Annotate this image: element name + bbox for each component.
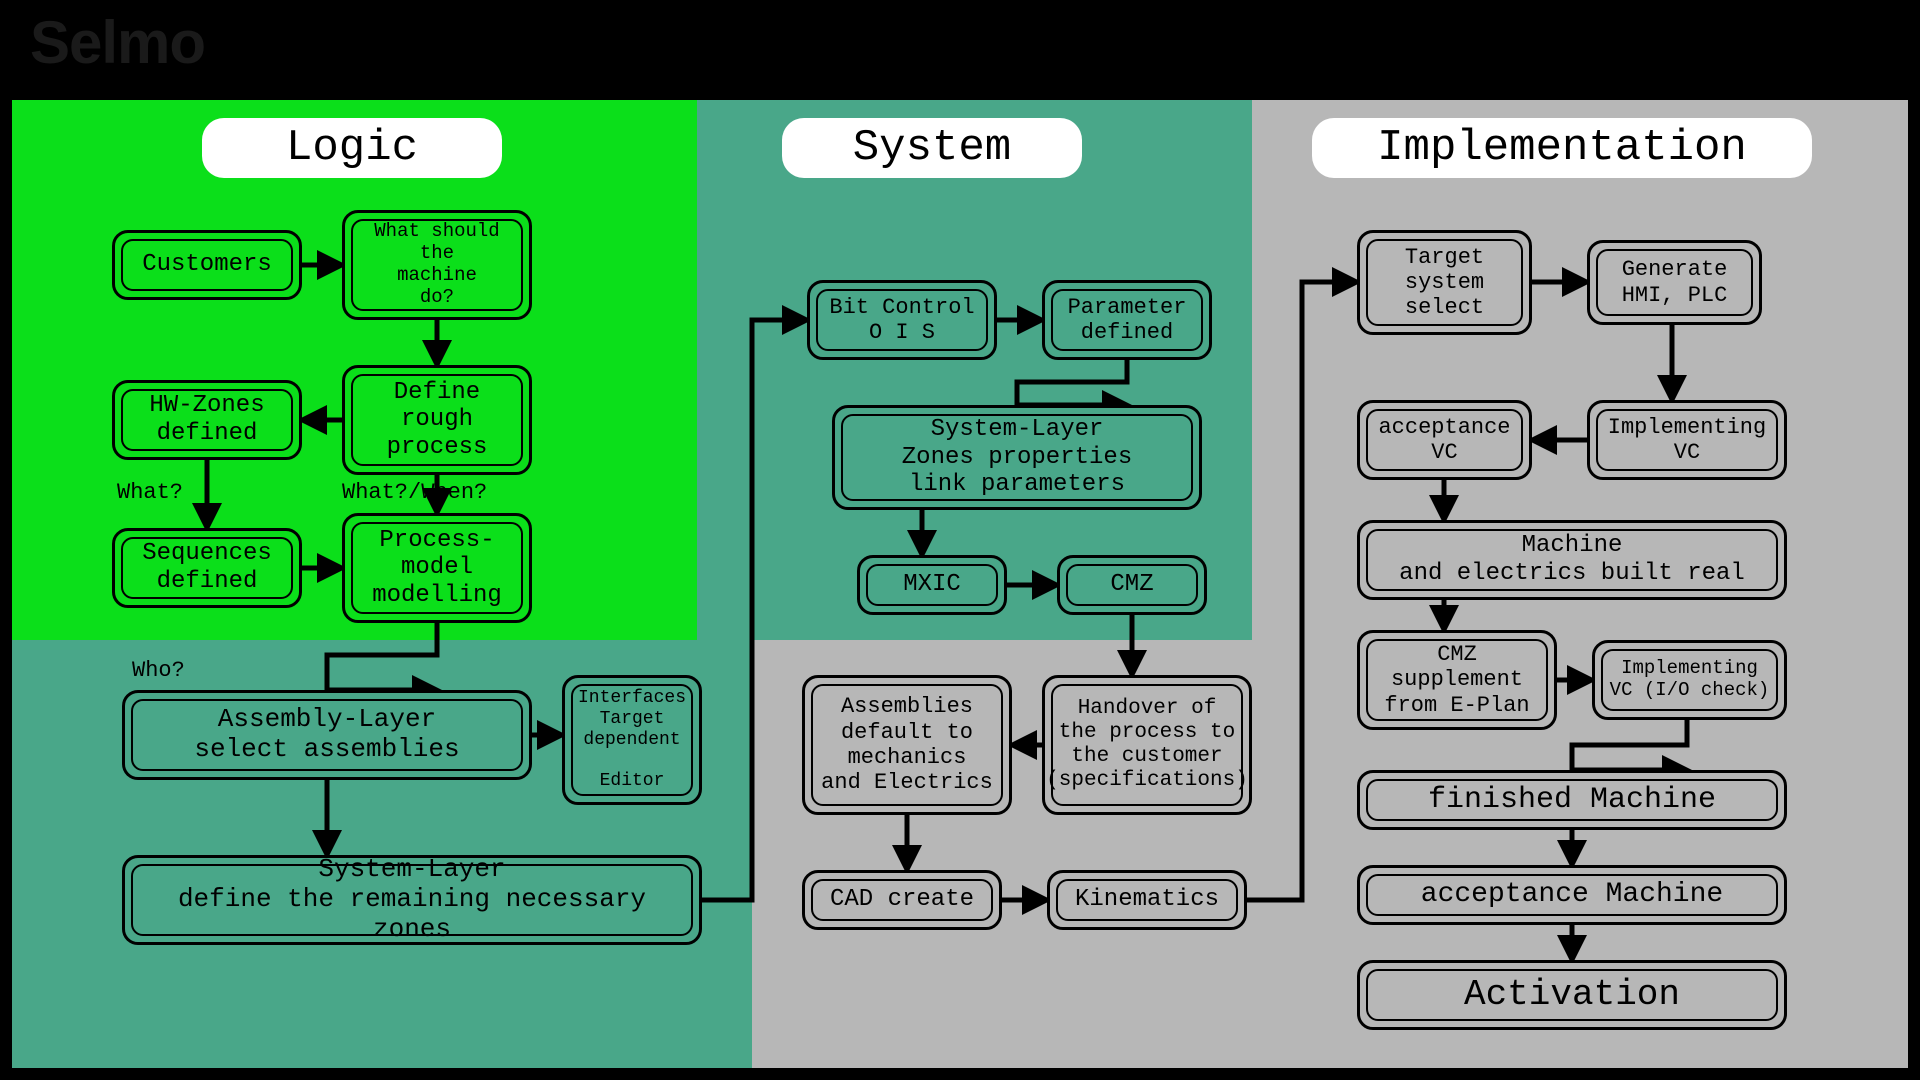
n-paramdef-label: Parameter defined: [1051, 289, 1203, 351]
n-paramdef: Parameter defined: [1042, 280, 1212, 360]
n-cmzsupp-label: CMZ supplement from E-Plan: [1366, 639, 1548, 721]
hdr-logic: Logic: [202, 118, 502, 178]
l-whatwhen: What?/When?: [342, 480, 487, 505]
n-mxic-label: MXIC: [866, 564, 998, 606]
n-syszones: System-Layer Zones properties link param…: [832, 405, 1202, 510]
n-cmz-label: CMZ: [1066, 564, 1198, 606]
n-genhmi-label: Generate HMI, PLC: [1596, 249, 1753, 316]
n-defrough-label: Define rough process: [351, 374, 523, 466]
n-accvc: acceptance VC: [1357, 400, 1532, 480]
n-cadcreate: CAD create: [802, 870, 1002, 930]
n-implvc2: Implementing VC (I/O check): [1592, 640, 1787, 720]
n-assylayer-label: Assembly-Layer select assemblies: [131, 699, 523, 771]
n-cadcreate-label: CAD create: [811, 879, 993, 921]
n-seqdef: Sequences defined: [112, 528, 302, 608]
n-activation-label: Activation: [1366, 969, 1778, 1021]
n-activation: Activation: [1357, 960, 1787, 1030]
n-cmzsupp: CMZ supplement from E-Plan: [1357, 630, 1557, 730]
n-hwzones: HW-Zones defined: [112, 380, 302, 460]
n-accvc-label: acceptance VC: [1366, 409, 1523, 471]
n-machine-label: Machine and electrics built real: [1366, 529, 1778, 591]
n-whatshould: What should the machine do?: [342, 210, 532, 320]
n-machine: Machine and electrics built real: [1357, 520, 1787, 600]
n-accmach: acceptance Machine: [1357, 865, 1787, 925]
n-seqdef-label: Sequences defined: [121, 537, 293, 599]
n-customers: Customers: [112, 230, 302, 300]
n-implvc-label: Implementing VC: [1596, 409, 1778, 471]
n-finished: finished Machine: [1357, 770, 1787, 830]
n-bitctrl-label: Bit Control O I S: [816, 289, 988, 351]
n-interfaces: Interfaces Target dependent Editor: [562, 675, 702, 805]
n-target-label: Target system select: [1366, 239, 1523, 326]
n-assydef-label: Assemblies default to mechanics and Elec…: [811, 684, 1003, 806]
hdr-impl: Implementation: [1312, 118, 1812, 178]
n-target: Target system select: [1357, 230, 1532, 335]
n-assydef: Assemblies default to mechanics and Elec…: [802, 675, 1012, 815]
n-genhmi: Generate HMI, PLC: [1587, 240, 1762, 325]
n-customers-label: Customers: [121, 239, 293, 291]
n-interfaces-label: Interfaces Target dependent Editor: [571, 684, 693, 796]
brand-logo: Selmo: [30, 8, 205, 77]
n-defrough: Define rough process: [342, 365, 532, 475]
n-finished-label: finished Machine: [1366, 779, 1778, 821]
n-handover: Handover of the process to the customer …: [1042, 675, 1252, 815]
n-implvc2-label: Implementing VC (I/O check): [1601, 649, 1778, 711]
l-who: Who?: [132, 658, 185, 683]
n-procmodel-label: Process- model modelling: [351, 522, 523, 614]
n-assylayer: Assembly-Layer select assemblies: [122, 690, 532, 780]
n-implvc: Implementing VC: [1587, 400, 1787, 480]
hdr-system: System: [782, 118, 1082, 178]
n-syslayer-label: System-Layer define the remaining necess…: [131, 864, 693, 936]
n-hwzones-label: HW-Zones defined: [121, 389, 293, 451]
diagram-canvas: Logic System Implementation Customers What …: [12, 100, 1908, 1068]
l-what: What?: [117, 480, 183, 505]
n-kinematics: Kinematics: [1047, 870, 1247, 930]
n-whatshould-label: What should the machine do?: [351, 219, 523, 311]
n-accmach-label: acceptance Machine: [1366, 874, 1778, 916]
n-bitctrl: Bit Control O I S: [807, 280, 997, 360]
n-cmz: CMZ: [1057, 555, 1207, 615]
n-handover-label: Handover of the process to the customer …: [1051, 684, 1243, 806]
n-procmodel: Process- model modelling: [342, 513, 532, 623]
n-syslayer: System-Layer define the remaining necess…: [122, 855, 702, 945]
n-mxic: MXIC: [857, 555, 1007, 615]
n-syszones-label: System-Layer Zones properties link param…: [841, 414, 1193, 501]
n-kinematics-label: Kinematics: [1056, 879, 1238, 921]
